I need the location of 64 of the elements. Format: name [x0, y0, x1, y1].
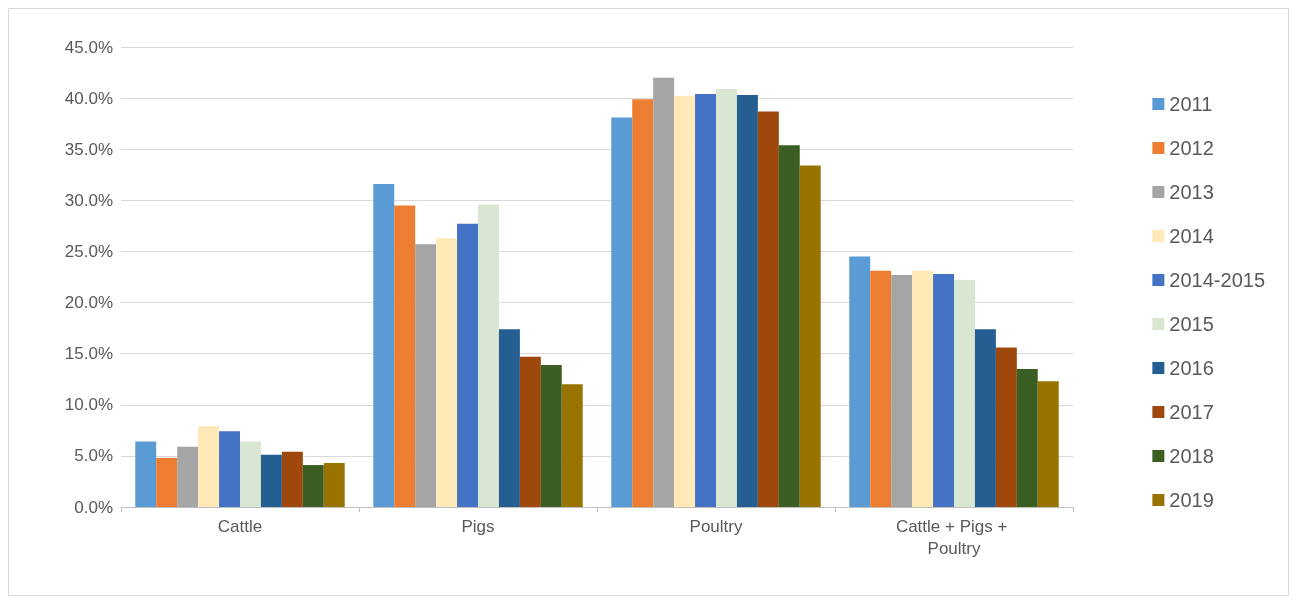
- legend-label: 2014: [1169, 225, 1214, 247]
- y-tick-label: 10.0%: [64, 395, 113, 415]
- bar: [632, 99, 654, 507]
- y-tick-label: 5.0%: [74, 446, 113, 466]
- bar: [870, 270, 892, 507]
- bar: [498, 329, 520, 507]
- bar: [302, 465, 324, 507]
- legend-label: 2016: [1169, 357, 1214, 379]
- bar: [135, 441, 157, 507]
- x-tick-label: Pigs: [461, 516, 495, 536]
- bar: [240, 441, 261, 507]
- bar: [415, 244, 437, 507]
- y-tick-label: 20.0%: [64, 293, 113, 313]
- bar: [219, 431, 240, 507]
- bar: [156, 457, 178, 507]
- bar: [611, 117, 633, 507]
- bar: [995, 347, 1017, 507]
- bar: [891, 274, 913, 507]
- y-tick-label: 35.0%: [64, 139, 113, 159]
- y-tick-label: 40.0%: [64, 88, 113, 108]
- bar: [260, 454, 282, 507]
- bar: [1016, 369, 1038, 507]
- legend-label: 2017: [1169, 401, 1214, 423]
- legend-label: 2019: [1169, 489, 1214, 511]
- bar: [478, 204, 499, 507]
- x-tick-label: Cattle + Pigs + Poultry: [895, 516, 1013, 558]
- bar: [757, 111, 779, 507]
- legend-label: 2012: [1169, 137, 1214, 159]
- legend-label: 2018: [1169, 445, 1214, 467]
- bar: [799, 165, 821, 507]
- y-tick-label: 45.0%: [64, 37, 113, 57]
- bar: [281, 451, 303, 507]
- bar: [849, 256, 871, 507]
- bar: [519, 356, 541, 507]
- legend-label: 2013: [1169, 181, 1214, 203]
- bar: [177, 446, 199, 507]
- legend-label: 2015: [1169, 313, 1214, 335]
- y-tick-label: 0.0%: [74, 497, 113, 517]
- bar: [540, 364, 562, 507]
- bar: [736, 95, 758, 507]
- bar: [674, 96, 696, 507]
- bar: [561, 384, 583, 507]
- bar: [457, 223, 478, 507]
- bar: [373, 183, 395, 507]
- bar: [778, 145, 800, 507]
- bar: [394, 205, 416, 507]
- x-tick-label: Cattle: [217, 516, 263, 536]
- legend-label: 2011: [1169, 93, 1213, 115]
- y-tick-label: 25.0%: [64, 241, 113, 261]
- bar: [716, 88, 737, 507]
- bar: [912, 270, 934, 507]
- bar: [933, 273, 954, 507]
- bar: [1037, 381, 1059, 507]
- bar: [954, 280, 975, 507]
- legend-label: 2014-2015: [1169, 269, 1266, 291]
- x-tick-label: Poultry: [689, 516, 743, 536]
- y-tick-label: 30.0%: [64, 190, 113, 210]
- bar: [695, 94, 716, 507]
- y-tick-label: 15.0%: [64, 344, 113, 364]
- bar: [198, 426, 220, 507]
- bar: [974, 329, 996, 507]
- bar: [436, 238, 458, 507]
- bar: [653, 77, 675, 507]
- bar: [323, 463, 345, 507]
